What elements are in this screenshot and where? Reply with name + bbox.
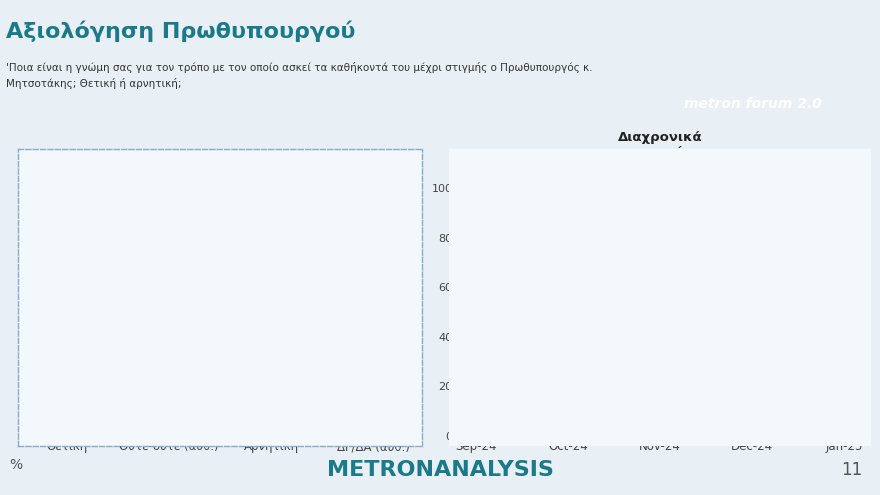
Text: MEGA: MEGA (32, 280, 99, 319)
Text: MEGA: MEGA (238, 198, 304, 238)
Text: 65: 65 (653, 257, 667, 270)
Text: 63: 63 (837, 262, 852, 275)
Text: MEGA: MEGA (32, 361, 99, 401)
FancyBboxPatch shape (2, 137, 438, 457)
Text: MEGA: MEGA (573, 198, 639, 238)
Text: Αξιολόγηση Πρωθυπουργού: Αξιολόγηση Πρωθυπουργού (6, 21, 356, 42)
Bar (44, 330, 90, 436)
Text: %: % (9, 458, 22, 472)
Text: 66: 66 (468, 254, 483, 267)
Text: 11: 11 (841, 461, 862, 479)
Text: MEGA: MEGA (573, 361, 639, 401)
Text: MEGA: MEGA (341, 361, 408, 401)
Text: MEGA: MEGA (238, 361, 304, 401)
Text: MEGA: MEGA (788, 361, 855, 401)
Text: MEGA: MEGA (32, 198, 99, 238)
Text: 35: 35 (744, 361, 759, 374)
Text: MEGA: MEGA (341, 280, 408, 319)
Text: Διαχρονικά
στοιχεία: Διαχρονικά στοιχεία (618, 131, 702, 159)
Text: MEGA: MEGA (573, 280, 639, 319)
Text: MEGA: MEGA (136, 198, 202, 238)
Text: MEGA: MEGA (238, 280, 304, 319)
Text: 1: 1 (369, 414, 378, 428)
Text: METRONANALYSIS: METRONANALYSIS (326, 460, 554, 480)
Text: 27: 27 (468, 381, 483, 394)
FancyBboxPatch shape (432, 137, 880, 457)
Text: 65: 65 (561, 257, 576, 270)
Text: MEGA: MEGA (465, 280, 532, 319)
Text: MEGA: MEGA (341, 198, 408, 238)
Text: 31: 31 (561, 371, 576, 384)
Text: metron forum 2.0: metron forum 2.0 (685, 97, 822, 111)
Text: 57: 57 (744, 277, 759, 290)
Bar (146, 419, 192, 436)
Text: 5: 5 (165, 400, 173, 414)
Text: MEGA: MEGA (136, 361, 202, 401)
Text: 'Ποια είναι η γνώμη σας για τον τρόπο με τον οποίο ασκεί τα καθήκοντά του μέχρι : 'Ποια είναι η γνώμη σας για τον τρόπο με… (6, 62, 592, 89)
Legend: Θετική, Αρνητική: Θετική, Αρνητική (568, 158, 752, 178)
Text: MEGA: MEGA (465, 198, 532, 238)
Text: MEGA: MEGA (788, 198, 855, 238)
Text: MEGA: MEGA (681, 198, 747, 238)
Text: 63: 63 (262, 203, 280, 217)
Text: MEGA: MEGA (681, 280, 747, 319)
Bar (248, 221, 294, 436)
Text: MEGA: MEGA (681, 361, 747, 401)
Text: 31: 31 (837, 371, 852, 384)
Text: MEGA: MEGA (788, 280, 855, 319)
Text: MEGA: MEGA (465, 361, 532, 401)
Text: MEGA: MEGA (136, 280, 202, 319)
Bar (350, 432, 396, 436)
Text: 29: 29 (652, 376, 668, 389)
Text: 31: 31 (58, 312, 76, 326)
